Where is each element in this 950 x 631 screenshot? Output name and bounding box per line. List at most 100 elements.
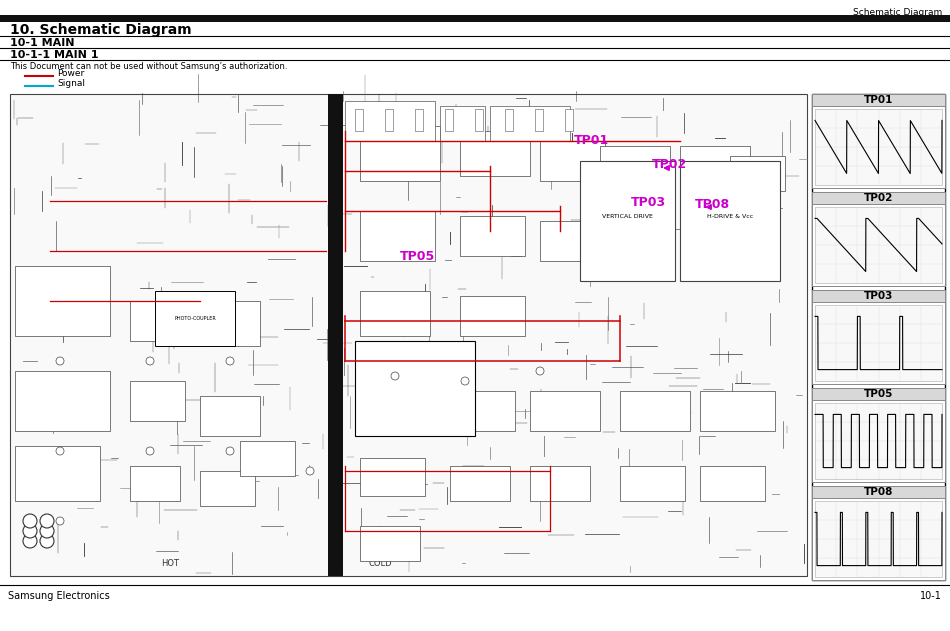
Circle shape <box>146 447 154 455</box>
Circle shape <box>226 357 234 365</box>
Bar <box>15 371 110 431</box>
Bar <box>130 381 185 421</box>
Bar <box>345 101 435 141</box>
Bar <box>130 466 180 501</box>
Bar <box>680 146 750 186</box>
Bar <box>540 141 605 181</box>
Bar <box>700 466 765 501</box>
Bar <box>450 391 515 431</box>
Text: 10-1-1 MAIN 1: 10-1-1 MAIN 1 <box>10 50 99 60</box>
Bar <box>10 94 807 576</box>
Bar <box>812 388 945 400</box>
Text: Power: Power <box>57 69 85 78</box>
Bar <box>355 109 363 131</box>
Bar <box>565 109 573 131</box>
Bar <box>580 161 675 281</box>
Bar <box>812 388 945 482</box>
Circle shape <box>40 524 54 538</box>
Bar <box>812 192 945 204</box>
Bar <box>360 211 435 261</box>
Bar <box>815 207 942 283</box>
Bar <box>200 471 255 506</box>
Bar <box>815 403 942 479</box>
Text: TP05: TP05 <box>400 249 436 262</box>
Circle shape <box>391 372 399 380</box>
Text: COLD: COLD <box>369 559 391 568</box>
Text: TP03: TP03 <box>864 291 893 301</box>
Circle shape <box>56 517 64 525</box>
Circle shape <box>40 534 54 548</box>
Bar <box>530 391 600 431</box>
Text: PHOTO-COUPLER: PHOTO-COUPLER <box>174 316 216 321</box>
Bar <box>680 231 750 271</box>
Circle shape <box>23 534 37 548</box>
Circle shape <box>56 447 64 455</box>
Circle shape <box>40 514 54 528</box>
Text: Schematic Diagram: Schematic Diagram <box>853 8 942 17</box>
Bar <box>360 391 430 431</box>
Text: 10-1: 10-1 <box>921 591 942 601</box>
Bar <box>0 15 950 22</box>
Bar <box>15 446 100 501</box>
Bar <box>600 146 670 191</box>
Circle shape <box>56 357 64 365</box>
Bar <box>620 466 685 501</box>
Bar <box>385 109 393 131</box>
Bar <box>812 94 945 580</box>
Bar <box>450 466 510 501</box>
Bar <box>460 296 525 336</box>
Bar <box>360 291 430 336</box>
Circle shape <box>536 367 544 375</box>
Bar <box>15 266 110 336</box>
Bar <box>240 441 295 476</box>
Bar <box>460 131 530 176</box>
Bar <box>360 458 425 496</box>
Text: 10. Schematic Diagram: 10. Schematic Diagram <box>10 23 192 37</box>
Bar <box>360 126 440 181</box>
Bar <box>812 290 945 384</box>
Text: TP08: TP08 <box>694 198 730 211</box>
Bar <box>200 301 260 346</box>
Bar <box>730 156 785 191</box>
Bar <box>200 396 260 436</box>
Bar <box>540 221 605 261</box>
Bar <box>530 466 590 501</box>
Bar <box>130 301 185 341</box>
Bar <box>815 109 942 185</box>
Bar <box>535 109 543 131</box>
Circle shape <box>226 447 234 455</box>
Bar <box>460 216 525 256</box>
Text: VERTICAL DRIVE: VERTICAL DRIVE <box>601 213 653 218</box>
Bar <box>475 109 483 131</box>
Text: TP01: TP01 <box>575 134 610 148</box>
Text: 10-1 MAIN: 10-1 MAIN <box>10 38 74 48</box>
Circle shape <box>23 514 37 528</box>
Circle shape <box>23 524 37 538</box>
Bar <box>415 109 423 131</box>
Bar <box>505 109 513 131</box>
Bar <box>812 192 945 286</box>
Bar <box>812 486 945 498</box>
Bar <box>620 391 690 431</box>
Bar <box>812 94 945 106</box>
Circle shape <box>306 467 314 475</box>
Text: H-DRIVE & Vcc: H-DRIVE & Vcc <box>707 213 753 218</box>
Bar <box>815 305 942 381</box>
Text: TP03: TP03 <box>631 196 666 209</box>
Circle shape <box>461 377 469 385</box>
Text: TP01: TP01 <box>864 95 893 105</box>
Bar <box>700 391 775 431</box>
Bar <box>440 106 485 141</box>
Text: TP02: TP02 <box>864 193 893 203</box>
Bar <box>815 501 942 577</box>
Text: TP05: TP05 <box>864 389 893 399</box>
Text: This Document can not be used without Samsung’s authorization.: This Document can not be used without Sa… <box>10 62 288 71</box>
Text: HOT: HOT <box>161 559 179 568</box>
Circle shape <box>146 357 154 365</box>
Bar <box>155 291 235 346</box>
Bar <box>812 94 945 188</box>
Text: TP08: TP08 <box>864 487 893 497</box>
Bar <box>600 226 670 266</box>
Text: Samsung Electronics: Samsung Electronics <box>8 591 110 601</box>
Bar <box>812 486 945 580</box>
